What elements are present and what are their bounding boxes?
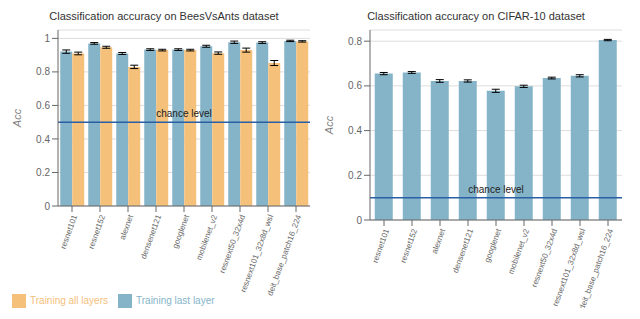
svg-text:resnext50_32x4d: resnext50_32x4d — [218, 214, 247, 275]
svg-text:deit_base_patch16_224: deit_base_patch16_224 — [578, 227, 616, 308]
svg-text:resnext50_32x4d: resnext50_32x4d — [530, 228, 559, 289]
svg-text:alexnet: alexnet — [430, 227, 448, 255]
svg-text:resnext101_32x8d_wsl: resnext101_32x8d_wsl — [550, 227, 588, 308]
svg-text:chance level: chance level — [468, 184, 524, 195]
svg-text:deit_base_patch16_224: deit_base_patch16_224 — [266, 213, 304, 297]
svg-text:0.6: 0.6 — [36, 100, 50, 111]
svg-text:resnet101: resnet101 — [371, 227, 392, 264]
svg-text:resnext101_32x8d_wsl: resnext101_32x8d_wsl — [238, 213, 276, 294]
svg-text:0.6: 0.6 — [348, 80, 362, 91]
svg-text:0.4: 0.4 — [348, 125, 362, 136]
svg-text:0: 0 — [44, 201, 50, 212]
html-text:Training all layers: Training all layers — [30, 294, 108, 306]
svg-text:0.4: 0.4 — [36, 134, 50, 145]
html-text:Training last layer: Training last layer — [136, 294, 215, 306]
svg-text:0: 0 — [356, 215, 362, 226]
svg-text:0.2: 0.2 — [36, 167, 50, 178]
svg-text:1: 1 — [44, 33, 50, 44]
svg-text:mobilenet_v2: mobilenet_v2 — [506, 227, 531, 275]
svg-text:0.8: 0.8 — [348, 36, 362, 47]
svg-text:resnet152: resnet152 — [399, 227, 420, 264]
svg-text:Acc: Acc — [323, 115, 335, 135]
svg-text:densenet121: densenet121 — [451, 227, 475, 274]
svg-text:resnet101: resnet101 — [59, 213, 80, 250]
svg-text:googlenet: googlenet — [483, 227, 504, 264]
html-text:Classification accuracy on Bee: Classification accuracy on BeesVsAnts da… — [49, 10, 279, 22]
html-text:Classification accuracy on CIF: Classification accuracy on CIFAR-10 data… — [367, 10, 585, 22]
svg-text:mobilenet_v2: mobilenet_v2 — [194, 213, 219, 261]
svg-text:resnet152: resnet152 — [87, 213, 108, 250]
svg-text:googlenet: googlenet — [171, 213, 192, 250]
svg-text:Acc: Acc — [11, 108, 23, 128]
svg-text:alexnet: alexnet — [118, 213, 136, 241]
svg-text:densenet121: densenet121 — [139, 213, 163, 260]
svg-text:0.8: 0.8 — [36, 66, 50, 77]
svg-text:chance level: chance level — [156, 108, 212, 119]
svg-text:0.2: 0.2 — [348, 170, 362, 181]
